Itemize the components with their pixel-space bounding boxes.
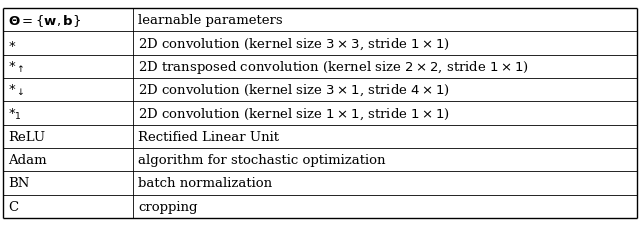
Text: $*_{1}$: $*_{1}$ bbox=[8, 106, 22, 121]
Text: $\boldsymbol{\Theta} = \{\mathbf{w}, \mathbf{b}\}$: $\boldsymbol{\Theta} = \{\mathbf{w}, \ma… bbox=[8, 13, 82, 29]
Text: Adam: Adam bbox=[8, 153, 47, 166]
Text: learnable parameters: learnable parameters bbox=[138, 14, 283, 27]
Text: C: C bbox=[8, 200, 19, 213]
Text: 2D convolution (kernel size $1 \times 1$, stride $1 \times 1$): 2D convolution (kernel size $1 \times 1$… bbox=[138, 106, 450, 121]
Text: algorithm for stochastic optimization: algorithm for stochastic optimization bbox=[138, 153, 386, 166]
Text: batch normalization: batch normalization bbox=[138, 177, 273, 190]
Text: 2D convolution (kernel size $3 \times 3$, stride $1 \times 1$): 2D convolution (kernel size $3 \times 3$… bbox=[138, 36, 450, 52]
Text: Rectified Linear Unit: Rectified Linear Unit bbox=[138, 130, 279, 143]
Text: $*_{\uparrow}$: $*_{\uparrow}$ bbox=[8, 59, 25, 75]
Text: $*_{\downarrow}$: $*_{\downarrow}$ bbox=[8, 83, 25, 98]
Text: 2D convolution (kernel size $3 \times 1$, stride $4 \times 1$): 2D convolution (kernel size $3 \times 1$… bbox=[138, 83, 450, 98]
Text: BN: BN bbox=[8, 177, 29, 190]
Text: ReLU: ReLU bbox=[8, 130, 45, 143]
Text: $*$: $*$ bbox=[8, 37, 17, 50]
Text: cropping: cropping bbox=[138, 200, 198, 213]
Text: 2D transposed convolution (kernel size $2 \times 2$, stride $1 \times 1$): 2D transposed convolution (kernel size $… bbox=[138, 59, 529, 76]
